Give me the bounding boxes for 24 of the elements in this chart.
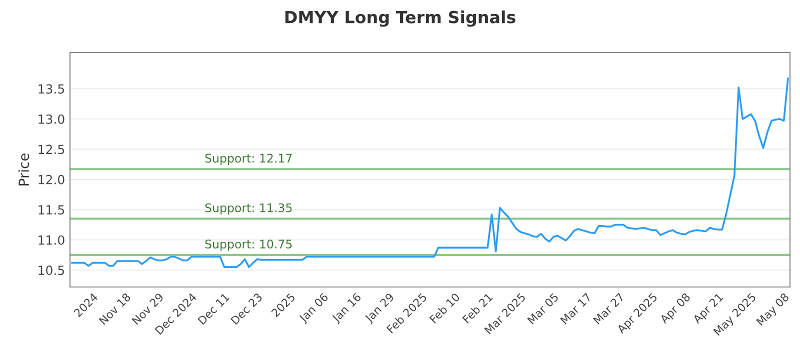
ref-line-label: Support: 11.35 (205, 203, 292, 215)
x-tick-label: Dec 11 (198, 292, 230, 325)
ref-line-label: Support: 10.75 (205, 240, 292, 251)
x-tick-label: Feb 10 (429, 292, 460, 324)
y-tick-label: 12.0 (38, 174, 64, 184)
y-axis-title: Price (18, 154, 30, 186)
x-tick-label: Mar 05 (527, 292, 559, 324)
y-tick-label: 12.5 (38, 144, 64, 154)
x-tick-label: Jan 06 (298, 292, 330, 324)
x-tick-label: Jan 16 (331, 292, 363, 324)
x-tick-label: Feb 21 (462, 292, 493, 324)
y-tick-label: 11.0 (38, 235, 64, 245)
x-tick-label: Apr 08 (659, 292, 692, 326)
y-tick-label: 13.5 (38, 84, 64, 94)
x-tick-label: Nov 18 (98, 292, 132, 325)
chart-title: DMYY Long Term Signals (285, 10, 516, 27)
x-tick-label: Mar 27 (592, 292, 625, 324)
x-tick-label: Mar 17 (560, 292, 592, 324)
y-tick-label: 10.5 (38, 266, 64, 276)
y-tick-label: 13.0 (38, 114, 64, 124)
line-series (71, 78, 789, 268)
x-tick-label: Dec 23 (230, 292, 263, 325)
ref-line-label: Support: 12.17 (205, 154, 292, 165)
y-tick-label: 11.5 (38, 205, 64, 215)
